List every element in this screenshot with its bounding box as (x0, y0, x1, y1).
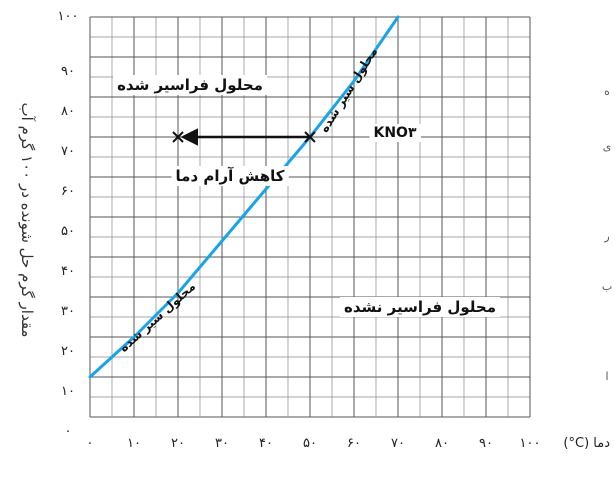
cooling-start-marker (304, 131, 316, 143)
cropped-text-fragment: ب (602, 280, 612, 293)
x-tick-label: ۸۰ (435, 436, 449, 451)
y-tick-label: ۱۰۰ (58, 9, 79, 24)
y-axis-label: مقدار گرم حل شونده در ۱۰۰ گرم آب (18, 103, 36, 338)
x-tick-label: ۳۰ (215, 436, 229, 451)
label-unsaturated-background (340, 297, 500, 317)
label-cooling-background (171, 166, 289, 186)
series-line-kno3 (88, 15, 400, 379)
label-compound: KNO۳ (373, 125, 416, 141)
y-tick-label: ۲۰ (61, 344, 75, 359)
x-tick-label: ۶۰ (347, 436, 361, 451)
x-tick-label: ۱۰ (127, 436, 141, 451)
cropped-text-fragment: ه (604, 85, 610, 98)
label-saturated-lower: محلول سیر شده (117, 279, 199, 355)
y-tick-label: ۵۰ (61, 224, 75, 239)
label-saturated-upper: محلول سیر شده (317, 45, 381, 135)
y-tick-label: ۶۰ (61, 184, 75, 199)
y-tick-label: ۳۰ (61, 304, 75, 319)
y-tick-label: ۴۰ (61, 264, 75, 279)
y-tick-label: ۹۰ (61, 64, 75, 79)
x-tick-label: ۱۰۰ (520, 436, 541, 451)
label-cooling: کاهش آرام دما (176, 167, 285, 185)
label-supersaturated: محلول فراسیر شده (117, 76, 263, 94)
x-tick-label: ۴۰ (259, 436, 273, 451)
cropped-text-fragment: ر (603, 230, 609, 243)
label-compound-background (369, 124, 421, 142)
y-tick-label: ۰ (65, 424, 72, 439)
y-tick-label: ۱۰ (61, 384, 75, 399)
label-supersaturated-background (113, 75, 267, 95)
cropped-text-fragment: ا (605, 370, 608, 383)
y-tick-label: ۷۰ (61, 144, 75, 159)
x-tick-label: ۹۰ (479, 436, 493, 451)
label-unsaturated: محلول فراسیر نشده (344, 298, 496, 316)
x-tick-label: ۷۰ (391, 436, 405, 451)
x-tick-label: ۰ (87, 436, 94, 451)
cropped-text-fragment: ی (603, 140, 612, 153)
x-tick-label: ۵۰ (303, 436, 317, 451)
x-axis-label: (°C) دما (563, 436, 610, 451)
y-tick-label: ۸۰ (61, 104, 75, 119)
x-tick-label: ۲۰ (171, 436, 185, 451)
cooling-end-marker (172, 131, 184, 143)
